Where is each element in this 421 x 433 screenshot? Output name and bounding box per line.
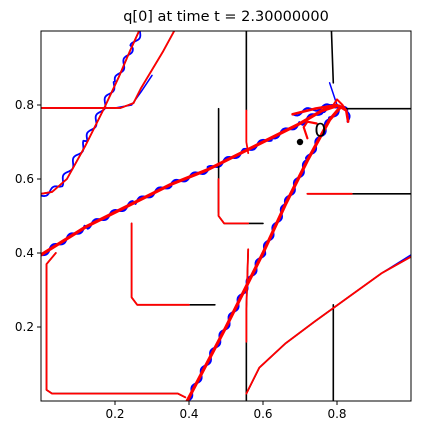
data-point-marker: [296, 138, 304, 146]
y-tick-label: 0.2: [15, 320, 34, 334]
series-line-red-21: [41, 31, 140, 195]
x-tick-label: 0.8: [327, 407, 346, 421]
series-line-red-33: [302, 120, 318, 140]
x-tick-label: 0.4: [179, 407, 198, 421]
series-line-red-20: [41, 31, 176, 109]
series-layer: [41, 31, 411, 401]
y-axis: 0.2 0.4 0.6 0.8: [15, 98, 41, 334]
x-tick-label: 0.6: [253, 407, 272, 421]
series-line-red-24: [217, 178, 250, 225]
series-line-red-27: [245, 248, 250, 343]
axes-frame: [40, 30, 412, 402]
axes-background: [41, 31, 411, 401]
plot-area: 0: [40, 30, 412, 402]
marker-layer: 0: [296, 119, 326, 146]
chart-title: q[0] at time t = 2.30000000: [123, 9, 329, 25]
series-line-red-32: [291, 103, 350, 123]
y-tick-label: 0.4: [15, 246, 34, 260]
annotation-label: 0: [314, 119, 326, 141]
series-line-red-25: [130, 222, 190, 306]
x-tick-label: 0.2: [105, 407, 124, 421]
series-line-red-26: [45, 252, 187, 399]
series-line-red-30: [41, 104, 339, 257]
x-axis: 0.2 0.4 0.6 0.8: [105, 401, 347, 421]
y-tick-label: 0.6: [15, 172, 34, 186]
series-line-black-10: [330, 31, 335, 84]
series-line-red-29: [332, 98, 348, 112]
series-line-red-31: [185, 105, 343, 401]
series-line-blue-0: [41, 103, 339, 257]
y-tick-label: 0.8: [15, 98, 34, 112]
series-line-blue-3: [41, 31, 142, 197]
series-line-red-28: [245, 255, 411, 395]
